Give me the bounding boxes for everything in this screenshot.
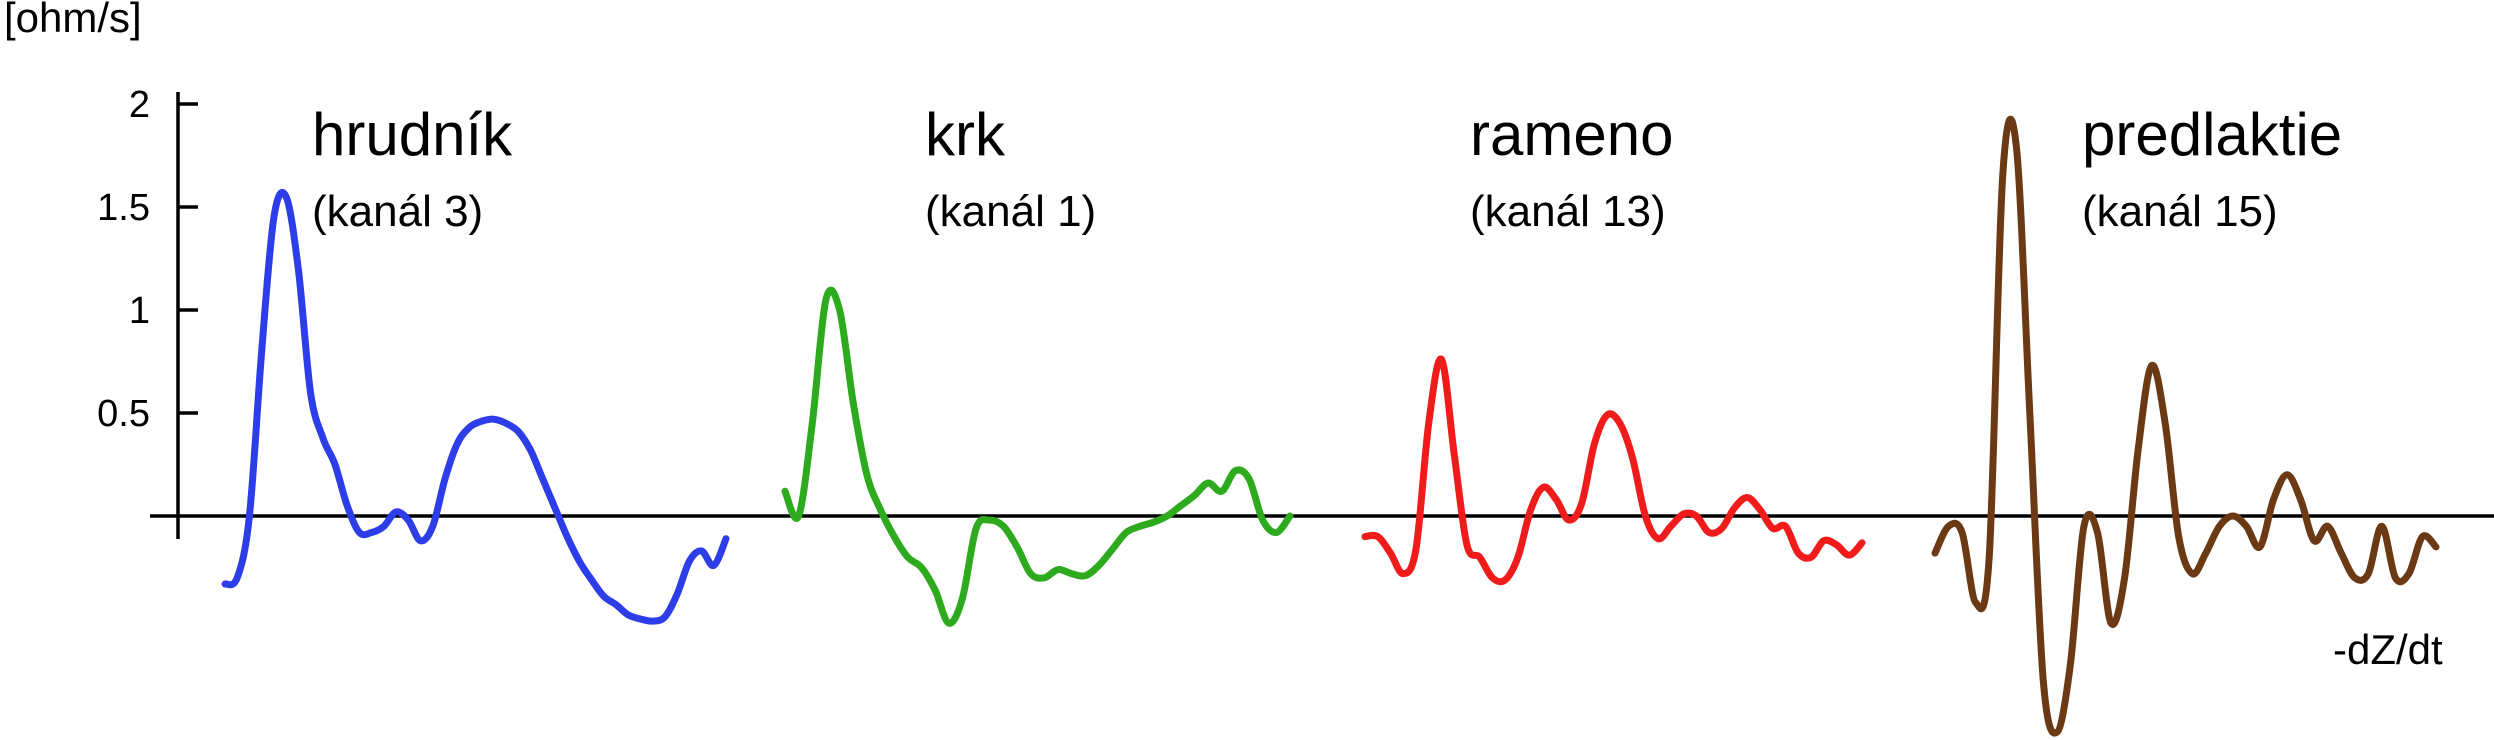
y-tick-label: 2 bbox=[129, 84, 150, 126]
traces bbox=[221, 115, 2440, 737]
channel-labels: hrudník (kanál 3) krk (kanál 1) rameno (kanál… bbox=[312, 101, 2342, 236]
x-axis-label: -dZ/dt bbox=[2333, 626, 2443, 673]
channel-subtitle-predlaktie: (kanál 15) bbox=[2082, 187, 2278, 236]
channel-title-rameno: rameno bbox=[1470, 101, 1673, 168]
y-tick-label: 1.5 bbox=[97, 187, 150, 229]
channel-title-hrudnik: hrudník bbox=[312, 101, 513, 168]
y-axis-unit: [ohm/s] bbox=[4, 0, 142, 41]
series-line-predlaktie bbox=[1931, 115, 2440, 737]
series-line-rameno bbox=[1361, 355, 1866, 586]
channel-title-predlaktie: predlaktie bbox=[2082, 101, 2342, 168]
series-line-krk bbox=[781, 286, 1294, 627]
y-tick-label: 0.5 bbox=[97, 393, 150, 435]
channel-title-krk: krk bbox=[925, 101, 1006, 168]
channel-subtitle-krk: (kanál 1) bbox=[925, 187, 1096, 236]
y-tick-label: 1 bbox=[129, 290, 150, 332]
series-line-hrudnik bbox=[221, 189, 730, 625]
channel-subtitle-hrudnik: (kanál 3) bbox=[312, 187, 483, 236]
channel-subtitle-rameno: (kanál 13) bbox=[1470, 187, 1666, 236]
y-ticks: 2 1.5 1 0.5 bbox=[97, 84, 198, 435]
